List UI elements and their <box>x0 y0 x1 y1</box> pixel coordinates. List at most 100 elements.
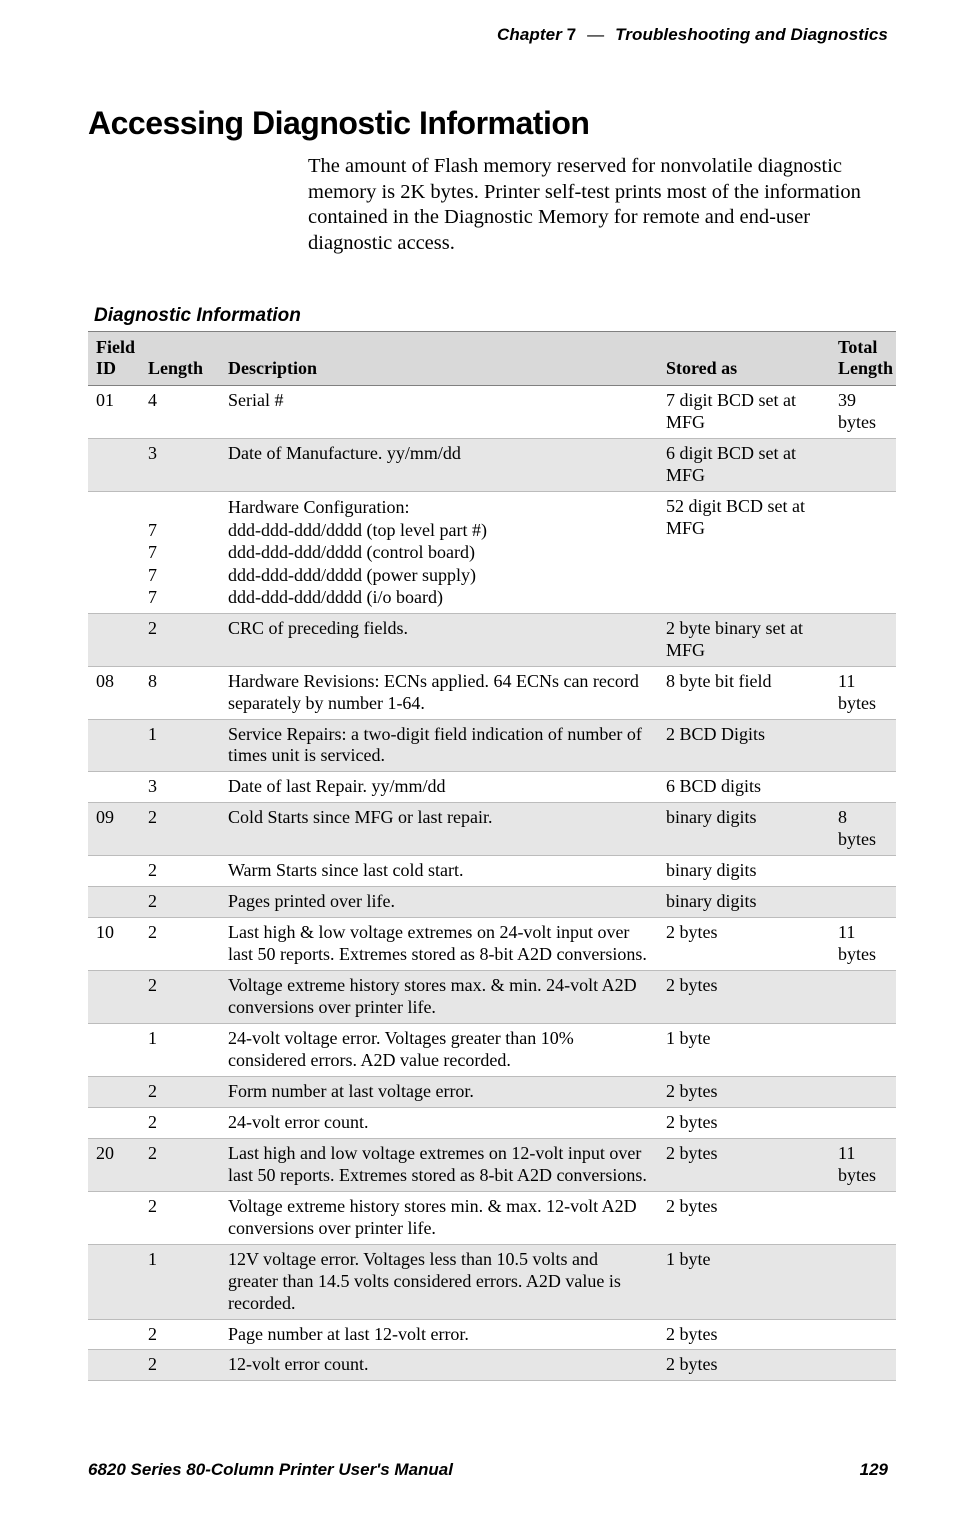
cell-description: Hardware Revisions: ECNs applied. 64 ECN… <box>220 666 658 719</box>
cell-stored-as: 2 bytes <box>658 1076 830 1107</box>
table-row: 2Pages printed over life.binary digits <box>88 887 896 918</box>
cell-total-length <box>830 1319 896 1350</box>
table-row: 7 7 7 7Hardware Configuration:ddd-ddd-dd… <box>88 492 896 614</box>
cell-length: 2 <box>140 1191 220 1244</box>
cell-length: 2 <box>140 856 220 887</box>
cell-stored-as: 6 BCD digits <box>658 772 830 803</box>
table-row: 2Form number at last voltage error.2 byt… <box>88 1076 896 1107</box>
cell-description: Date of Manufacture. yy/mm/dd <box>220 439 658 492</box>
cell-total-length <box>830 719 896 772</box>
cell-stored-as: 7 digit BCD set at MFG <box>658 386 830 439</box>
cell-total-length: 39 bytes <box>830 386 896 439</box>
cell-field-id: 08 <box>88 666 140 719</box>
cell-stored-as: 52 digit BCD set at MFG <box>658 492 830 614</box>
cell-total-length: 11 bytes <box>830 1138 896 1191</box>
cell-length: 3 <box>140 439 220 492</box>
table-row: 112V voltage error. Voltages less than 1… <box>88 1244 896 1319</box>
cell-field-id <box>88 492 140 614</box>
cell-total-length: 8 bytes <box>830 803 896 856</box>
page-number: 129 <box>860 1460 888 1480</box>
cell-stored-as: 1 byte <box>658 1024 830 1077</box>
table-row: 212-volt error count.2 bytes <box>88 1350 896 1381</box>
cell-length: 2 <box>140 613 220 666</box>
table-row: 102Last high & low voltage extremes on 2… <box>88 918 896 971</box>
table-row: 2Warm Starts since last cold start.binar… <box>88 856 896 887</box>
cell-description: Page number at last 12-volt error. <box>220 1319 658 1350</box>
cell-field-id: 20 <box>88 1138 140 1191</box>
chapter-number: 7 <box>567 25 577 44</box>
cell-stored-as: 2 bytes <box>658 1350 830 1381</box>
cell-description: Last high & low voltage extremes on 24-v… <box>220 918 658 971</box>
cell-length: 2 <box>140 971 220 1024</box>
chapter-label: Chapter <box>497 25 562 44</box>
cell-description: Date of last Repair. yy/mm/dd <box>220 772 658 803</box>
cell-stored-as: 6 digit BCD set at MFG <box>658 439 830 492</box>
cell-total-length <box>830 439 896 492</box>
cell-field-id <box>88 1350 140 1381</box>
cell-description: Serial # <box>220 386 658 439</box>
cell-stored-as: 2 bytes <box>658 1107 830 1138</box>
cell-field-id <box>88 1076 140 1107</box>
cell-length: 7 7 7 7 <box>140 492 220 614</box>
cell-field-id: 09 <box>88 803 140 856</box>
cell-field-id <box>88 1191 140 1244</box>
table-row: 088Hardware Revisions: ECNs applied. 64 … <box>88 666 896 719</box>
cell-description: Service Repairs: a two-digit field indic… <box>220 719 658 772</box>
cell-field-id <box>88 1107 140 1138</box>
cell-field-id <box>88 856 140 887</box>
cell-stored-as: 2 bytes <box>658 918 830 971</box>
cell-length: 2 <box>140 1350 220 1381</box>
cell-stored-as: binary digits <box>658 856 830 887</box>
cell-length: 2 <box>140 918 220 971</box>
table-header-row: Field ID Length Description Stored as To… <box>88 331 896 386</box>
cell-field-id: 01 <box>88 386 140 439</box>
col-length: Length <box>140 331 220 386</box>
col-description: Description <box>220 331 658 386</box>
cell-total-length <box>830 856 896 887</box>
cell-description: Voltage extreme history stores max. & mi… <box>220 971 658 1024</box>
table-row: 2Voltage extreme history stores max. & m… <box>88 971 896 1024</box>
cell-description: CRC of preceding fields. <box>220 613 658 666</box>
cell-description: Pages printed over life. <box>220 887 658 918</box>
table-row: 202Last high and low voltage extremes on… <box>88 1138 896 1191</box>
manual-title: 6820 Series 80-Column Printer User's Man… <box>88 1460 453 1479</box>
table-row: 2Page number at last 12-volt error.2 byt… <box>88 1319 896 1350</box>
cell-total-length: 11 bytes <box>830 918 896 971</box>
cell-description: Voltage extreme history stores min. & ma… <box>220 1191 658 1244</box>
table-row: 2Voltage extreme history stores min. & m… <box>88 1191 896 1244</box>
cell-length: 2 <box>140 887 220 918</box>
table-row: 1Service Repairs: a two-digit field indi… <box>88 719 896 772</box>
chapter-title: Troubleshooting and Diagnostics <box>615 25 888 44</box>
page-footer: 6820 Series 80-Column Printer User's Man… <box>88 1460 888 1480</box>
cell-length: 4 <box>140 386 220 439</box>
table-caption: Diagnostic Information <box>94 305 888 327</box>
cell-description: Form number at last voltage error. <box>220 1076 658 1107</box>
cell-stored-as: 2 bytes <box>658 1191 830 1244</box>
cell-total-length <box>830 1244 896 1319</box>
cell-stored-as: 2 bytes <box>658 1319 830 1350</box>
cell-length: 2 <box>140 1138 220 1191</box>
cell-length: 1 <box>140 719 220 772</box>
cell-total-length <box>830 613 896 666</box>
cell-stored-as: binary digits <box>658 887 830 918</box>
cell-total-length <box>830 1191 896 1244</box>
col-stored-as: Stored as <box>658 331 830 386</box>
cell-total-length <box>830 1024 896 1077</box>
cell-description: 12V voltage error. Voltages less than 10… <box>220 1244 658 1319</box>
cell-length: 3 <box>140 772 220 803</box>
cell-field-id <box>88 1024 140 1077</box>
cell-total-length <box>830 772 896 803</box>
cell-length: 2 <box>140 803 220 856</box>
cell-total-length: 11 bytes <box>830 666 896 719</box>
cell-total-length <box>830 492 896 614</box>
cell-field-id <box>88 719 140 772</box>
cell-description: Hardware Configuration:ddd-ddd-ddd/dddd … <box>220 492 658 614</box>
cell-total-length <box>830 1107 896 1138</box>
cell-length: 1 <box>140 1244 220 1319</box>
cell-field-id <box>88 439 140 492</box>
cell-total-length <box>830 1076 896 1107</box>
table-row: 014Serial #7 digit BCD set at MFG39 byte… <box>88 386 896 439</box>
running-head: Chapter 7 — Troubleshooting and Diagnost… <box>88 25 888 45</box>
col-total-length: Total Length <box>830 331 896 386</box>
cell-field-id <box>88 887 140 918</box>
